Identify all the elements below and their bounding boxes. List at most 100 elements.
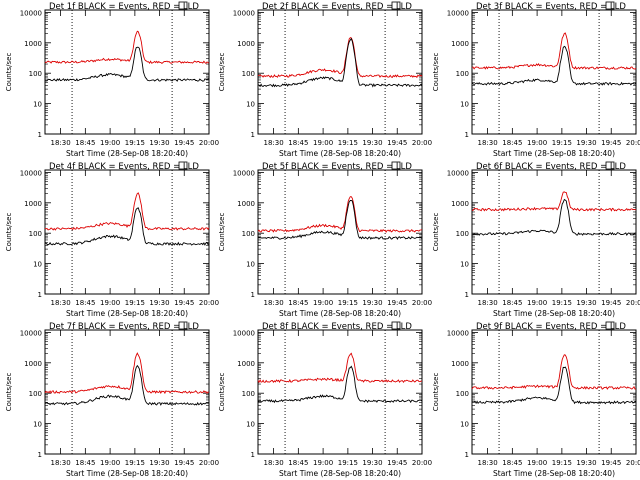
y-axis-label: Counts/sec	[432, 373, 440, 412]
x-tick-label: 18:30	[263, 139, 283, 147]
legend-box-icon	[605, 161, 615, 170]
y-tick-label: 10000	[20, 9, 42, 17]
y-tick-label: 1	[465, 291, 469, 299]
x-tick-label: 19:30	[362, 459, 382, 467]
series-lld-line	[471, 191, 637, 212]
x-tick-label: 18:30	[263, 459, 283, 467]
x-tick-label: 20:00	[412, 139, 432, 147]
y-tick-label: 10	[460, 421, 469, 429]
panel-title: Det 9f BLACK = Events, RED = LLD	[476, 322, 626, 332]
panel-6: Det 6f BLACK = Events, RED = LLD 1 10 100 10…	[432, 161, 640, 318]
y-tick-label: 1000	[24, 200, 42, 208]
y-tick-label: 10000	[447, 329, 469, 337]
y-tick-label: 10	[33, 101, 42, 109]
plot-frame	[44, 9, 210, 135]
series-lld-line	[257, 196, 423, 233]
y-tick-label: 1	[251, 291, 255, 299]
x-tick-label: 19:45	[387, 139, 407, 147]
legend-box-icon	[178, 321, 188, 330]
x-tick-label: 20:00	[412, 299, 432, 307]
x-tick-label: 19:30	[149, 299, 169, 307]
y-tick-label: 10000	[233, 329, 255, 337]
legend-box-icon	[391, 1, 401, 10]
series-events-line	[257, 365, 423, 404]
x-tick-label: 19:15	[338, 459, 358, 467]
y-tick-label: 10000	[233, 9, 255, 17]
y-tick-label: 1	[251, 451, 255, 459]
legend-box-icon	[605, 321, 615, 330]
series-lld-line	[471, 354, 637, 390]
panel-title: Det 1f BLACK = Events, RED = LLD	[49, 2, 199, 12]
x-tick-label: 19:15	[552, 459, 572, 467]
x-tick-label: 19:00	[313, 139, 333, 147]
y-tick-label: 10	[246, 261, 255, 269]
y-tick-label: 100	[242, 230, 255, 238]
y-axis-label: Counts/sec	[218, 213, 226, 252]
series-events-line	[44, 207, 210, 246]
x-tick-label: 20:00	[199, 299, 219, 307]
y-tick-label: 1	[38, 451, 42, 459]
y-tick-label: 100	[456, 390, 469, 398]
panel-4: Det 4f BLACK = Events, RED = LLD 1 10 100 10…	[5, 161, 219, 318]
x-tick-label: 18:30	[477, 459, 497, 467]
y-tick-label: 10000	[20, 169, 42, 177]
x-tick-label: 19:00	[100, 299, 120, 307]
legend-box-icon	[391, 321, 401, 330]
x-tick-label: 18:45	[288, 139, 308, 147]
y-tick-label: 10	[460, 101, 469, 109]
y-tick-label: 1000	[24, 40, 42, 48]
series-events-line	[44, 364, 210, 406]
x-tick-label: 20:00	[626, 459, 640, 467]
series-events-line	[471, 198, 637, 237]
y-tick-label: 1000	[237, 40, 255, 48]
plot-frame	[257, 9, 423, 135]
x-tick-label: 20:00	[199, 139, 219, 147]
x-tick-label: 19:45	[174, 299, 194, 307]
panel-title: Det 2f BLACK = Events, RED = LLD	[262, 2, 412, 12]
y-tick-label: 1	[38, 291, 42, 299]
y-axis-label: Counts/sec	[5, 213, 13, 252]
y-tick-label: 1000	[451, 200, 469, 208]
x-tick-label: 19:45	[601, 459, 621, 467]
x-tick-label: 19:45	[601, 139, 621, 147]
x-tick-label: 18:45	[75, 139, 95, 147]
y-tick-label: 10000	[20, 329, 42, 337]
x-tick-label: 19:15	[125, 139, 145, 147]
x-tick-label: 19:30	[362, 139, 382, 147]
legend-box-icon	[605, 1, 615, 10]
y-tick-label: 10	[246, 421, 255, 429]
series-events-line	[471, 45, 637, 86]
x-tick-label: 20:00	[626, 299, 640, 307]
x-tick-label: 19:45	[174, 459, 194, 467]
y-tick-label: 100	[242, 70, 255, 78]
x-tick-label: 19:30	[149, 459, 169, 467]
y-axis-label: Counts/sec	[218, 373, 226, 412]
panel-3: Det 3f BLACK = Events, RED = LLD 1 10 100 10…	[432, 1, 640, 158]
x-tick-label: 18:45	[502, 299, 522, 307]
series-lld-line	[257, 352, 422, 384]
series-events-line	[471, 366, 637, 405]
x-tick-label: 20:00	[199, 459, 219, 467]
y-tick-label: 10	[33, 261, 42, 269]
x-axis-label: Start Time (28-Sep-08 18:20:40)	[66, 469, 188, 478]
series-lld-line	[257, 37, 423, 79]
panel-title: Det 8f BLACK = Events, RED = LLD	[262, 322, 412, 332]
panel-title: Det 6f BLACK = Events, RED = LLD	[476, 162, 626, 172]
y-tick-label: 1000	[237, 360, 255, 368]
y-tick-label: 1	[38, 131, 42, 139]
series-events-line	[257, 200, 423, 241]
x-tick-label: 19:30	[149, 139, 169, 147]
panel-title: Det 3f BLACK = Events, RED = LLD	[476, 2, 626, 12]
x-axis-label: Start Time (28-Sep-08 18:20:40)	[493, 469, 615, 478]
x-tick-label: 18:30	[50, 139, 70, 147]
series-lld-line	[44, 352, 210, 395]
y-tick-label: 100	[456, 70, 469, 78]
y-tick-label: 1000	[451, 40, 469, 48]
y-axis-label: Counts/sec	[432, 213, 440, 252]
x-axis-label: Start Time (28-Sep-08 18:20:40)	[279, 469, 401, 478]
x-tick-label: 19:00	[100, 139, 120, 147]
y-tick-label: 100	[242, 390, 255, 398]
y-axis-label: Counts/sec	[432, 53, 440, 92]
y-tick-label: 1	[465, 451, 469, 459]
